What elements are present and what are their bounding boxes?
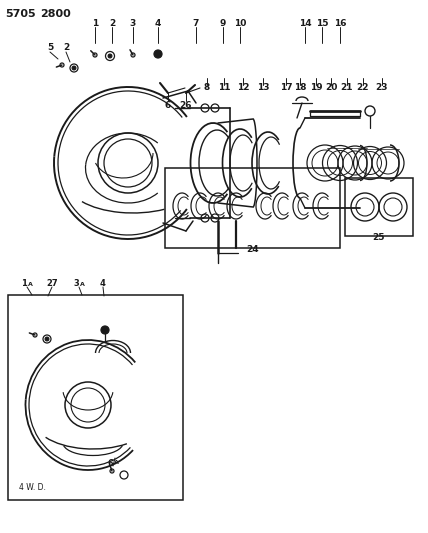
Text: 15: 15 (316, 19, 328, 28)
Circle shape (101, 326, 109, 334)
Text: 12: 12 (237, 84, 249, 93)
Bar (8, 295, 183, 500)
Text: 6: 6 (165, 101, 171, 109)
Circle shape (108, 54, 112, 58)
Circle shape (45, 337, 49, 341)
Text: 11: 11 (218, 84, 230, 93)
Text: 1: 1 (92, 19, 98, 28)
Circle shape (72, 66, 76, 70)
Text: 22: 22 (357, 84, 369, 93)
Text: 7: 7 (193, 19, 199, 28)
Text: 4 W. D.: 4 W. D. (18, 482, 45, 491)
Circle shape (154, 50, 162, 58)
Text: 9: 9 (220, 19, 226, 28)
Text: 20: 20 (325, 84, 337, 93)
Text: 2800: 2800 (40, 9, 71, 19)
Text: 13: 13 (257, 84, 269, 93)
Text: 4: 4 (100, 279, 106, 288)
Text: 26: 26 (180, 101, 192, 109)
Text: 23: 23 (376, 84, 388, 93)
Text: 27: 27 (46, 279, 58, 288)
Text: 1: 1 (21, 279, 27, 288)
Text: 8: 8 (204, 84, 210, 93)
Text: 5: 5 (47, 44, 53, 52)
Text: 21: 21 (341, 84, 353, 93)
Text: 25: 25 (373, 233, 385, 243)
Text: 24: 24 (247, 246, 259, 254)
Text: 3: 3 (73, 279, 79, 288)
Text: 4: 4 (155, 19, 161, 28)
Text: 16: 16 (334, 19, 346, 28)
Text: 6: 6 (107, 458, 113, 467)
Text: 2: 2 (63, 44, 69, 52)
Text: A: A (80, 281, 85, 287)
Text: A: A (114, 461, 119, 465)
Bar (345, 178, 413, 236)
Text: 18: 18 (294, 84, 306, 93)
Bar (165, 168, 340, 248)
Text: 19: 19 (310, 84, 322, 93)
Text: 17: 17 (279, 84, 292, 93)
Text: 2: 2 (109, 19, 115, 28)
Text: 14: 14 (299, 19, 311, 28)
Text: A: A (28, 281, 33, 287)
Text: 3: 3 (130, 19, 136, 28)
Text: 10: 10 (234, 19, 246, 28)
Text: 5705: 5705 (5, 9, 36, 19)
